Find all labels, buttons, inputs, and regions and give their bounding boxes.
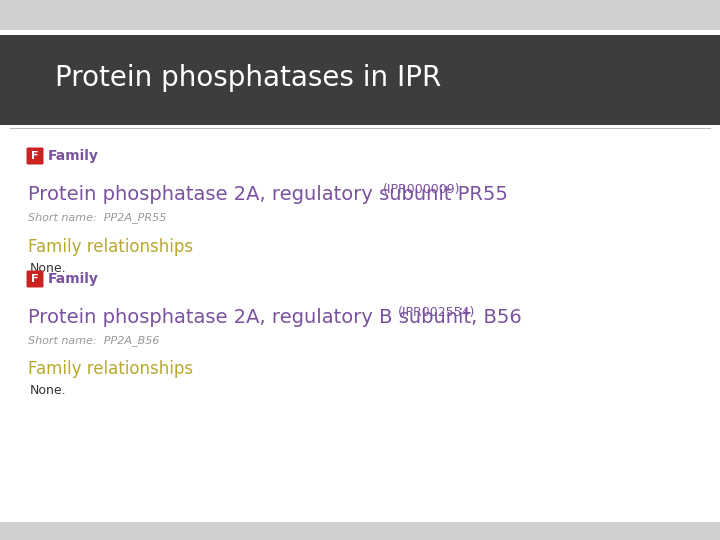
Bar	[0, 0, 720, 30]
Bar	[0, 35, 720, 125]
Text: Family relationships: Family relationships	[28, 238, 193, 256]
Text: Family: Family	[48, 149, 99, 163]
Text: Protein phosphatase 2A, regulatory B subunit, B56: Protein phosphatase 2A, regulatory B sub…	[28, 308, 522, 327]
FancyBboxPatch shape	[27, 271, 43, 287]
Text: F: F	[31, 151, 39, 161]
FancyBboxPatch shape	[27, 147, 43, 165]
Text: Protein phosphatase 2A, regulatory subunit PR55 (IPR000009): Protein phosphatase 2A, regulatory subun…	[28, 185, 634, 204]
Text: Protein phosphatases in IPR: Protein phosphatases in IPR	[55, 64, 441, 92]
Text: Family: Family	[48, 272, 99, 286]
Text: None.: None.	[30, 262, 67, 275]
Text: Short name:  PP2A_PR55: Short name: PP2A_PR55	[28, 212, 166, 223]
Bar	[0, 522, 720, 540]
Text: Protein phosphatase 2A, regulatory subunit PR55: Protein phosphatase 2A, regulatory subun…	[28, 185, 508, 204]
Text: F: F	[31, 274, 39, 284]
Text: None.: None.	[30, 384, 67, 397]
Text: Short name:  PP2A_B56: Short name: PP2A_B56	[28, 335, 160, 346]
Text: Protein phosphatase 2A, regulatory B subunit, B56 (IPR002554): Protein phosphatase 2A, regulatory B sub…	[28, 308, 648, 327]
Text: Family relationships: Family relationships	[28, 360, 193, 378]
Text: (IPR000009): (IPR000009)	[383, 183, 460, 196]
Text: (IPR002554): (IPR002554)	[398, 306, 475, 319]
